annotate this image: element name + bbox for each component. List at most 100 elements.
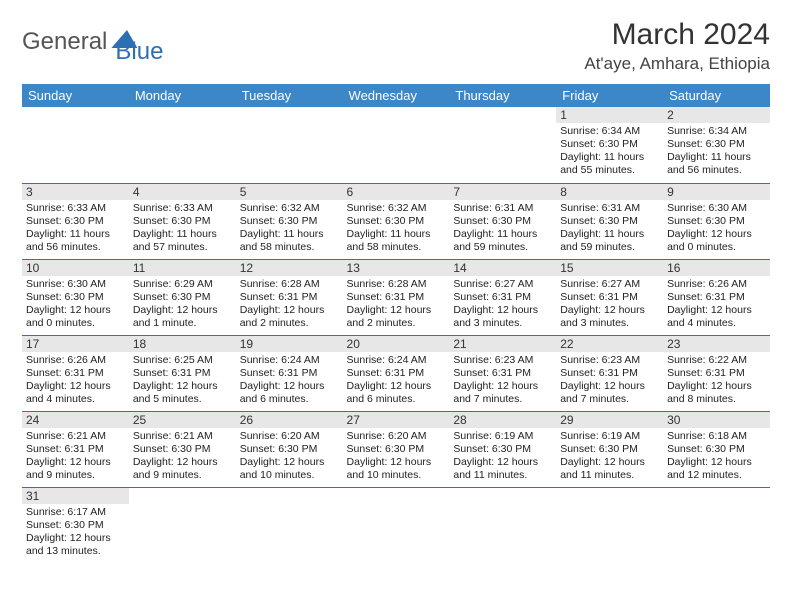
day-number: 24: [22, 412, 129, 428]
sunrise-text: Sunrise: 6:24 AM: [240, 354, 339, 367]
day-number: 8: [556, 184, 663, 200]
day-number: 29: [556, 412, 663, 428]
sunset-text: Sunset: 6:30 PM: [667, 138, 766, 151]
day-details: Sunrise: 6:26 AMSunset: 6:31 PMDaylight:…: [22, 352, 129, 411]
daylight-text: Daylight: 11 hours and 59 minutes.: [560, 228, 659, 254]
day-number: 30: [663, 412, 770, 428]
weekday-header: Thursday: [449, 84, 556, 107]
calendar-cell-empty: [236, 487, 343, 563]
day-number: 2: [663, 107, 770, 123]
calendar-cell: 19Sunrise: 6:24 AMSunset: 6:31 PMDayligh…: [236, 335, 343, 411]
sunrise-text: Sunrise: 6:26 AM: [26, 354, 125, 367]
sunset-text: Sunset: 6:31 PM: [240, 291, 339, 304]
daylight-text: Daylight: 12 hours and 3 minutes.: [453, 304, 552, 330]
sunrise-text: Sunrise: 6:20 AM: [347, 430, 446, 443]
sunrise-text: Sunrise: 6:22 AM: [667, 354, 766, 367]
weekday-header: Saturday: [663, 84, 770, 107]
sunset-text: Sunset: 6:30 PM: [240, 443, 339, 456]
calendar-cell: 17Sunrise: 6:26 AMSunset: 6:31 PMDayligh…: [22, 335, 129, 411]
sunrise-text: Sunrise: 6:26 AM: [667, 278, 766, 291]
calendar-cell: 14Sunrise: 6:27 AMSunset: 6:31 PMDayligh…: [449, 259, 556, 335]
calendar-row: 3Sunrise: 6:33 AMSunset: 6:30 PMDaylight…: [22, 183, 770, 259]
day-number: 5: [236, 184, 343, 200]
sunset-text: Sunset: 6:31 PM: [26, 367, 125, 380]
day-number: 15: [556, 260, 663, 276]
day-details: Sunrise: 6:28 AMSunset: 6:31 PMDaylight:…: [236, 276, 343, 335]
day-details: Sunrise: 6:18 AMSunset: 6:30 PMDaylight:…: [663, 428, 770, 487]
day-details: Sunrise: 6:29 AMSunset: 6:30 PMDaylight:…: [129, 276, 236, 335]
calendar-cell: 11Sunrise: 6:29 AMSunset: 6:30 PMDayligh…: [129, 259, 236, 335]
daylight-text: Daylight: 11 hours and 59 minutes.: [453, 228, 552, 254]
daylight-text: Daylight: 11 hours and 58 minutes.: [347, 228, 446, 254]
sunset-text: Sunset: 6:31 PM: [347, 291, 446, 304]
sunset-text: Sunset: 6:30 PM: [453, 215, 552, 228]
sunset-text: Sunset: 6:31 PM: [560, 367, 659, 380]
daylight-text: Daylight: 12 hours and 5 minutes.: [133, 380, 232, 406]
sunset-text: Sunset: 6:30 PM: [26, 291, 125, 304]
sunset-text: Sunset: 6:31 PM: [26, 443, 125, 456]
day-number: 3: [22, 184, 129, 200]
calendar-cell: 13Sunrise: 6:28 AMSunset: 6:31 PMDayligh…: [343, 259, 450, 335]
day-details: Sunrise: 6:23 AMSunset: 6:31 PMDaylight:…: [556, 352, 663, 411]
calendar-cell: 5Sunrise: 6:32 AMSunset: 6:30 PMDaylight…: [236, 183, 343, 259]
calendar-cell: 9Sunrise: 6:30 AMSunset: 6:30 PMDaylight…: [663, 183, 770, 259]
day-details: Sunrise: 6:34 AMSunset: 6:30 PMDaylight:…: [556, 123, 663, 182]
calendar-row: 24Sunrise: 6:21 AMSunset: 6:31 PMDayligh…: [22, 411, 770, 487]
calendar-cell: 8Sunrise: 6:31 AMSunset: 6:30 PMDaylight…: [556, 183, 663, 259]
sunrise-text: Sunrise: 6:32 AM: [347, 202, 446, 215]
daylight-text: Daylight: 12 hours and 6 minutes.: [347, 380, 446, 406]
sunset-text: Sunset: 6:30 PM: [133, 291, 232, 304]
sunrise-text: Sunrise: 6:31 AM: [560, 202, 659, 215]
daylight-text: Daylight: 12 hours and 9 minutes.: [26, 456, 125, 482]
calendar-cell: 1Sunrise: 6:34 AMSunset: 6:30 PMDaylight…: [556, 107, 663, 183]
sunset-text: Sunset: 6:30 PM: [453, 443, 552, 456]
sunrise-text: Sunrise: 6:24 AM: [347, 354, 446, 367]
sunrise-text: Sunrise: 6:32 AM: [240, 202, 339, 215]
sunrise-text: Sunrise: 6:34 AM: [667, 125, 766, 138]
day-details: Sunrise: 6:26 AMSunset: 6:31 PMDaylight:…: [663, 276, 770, 335]
daylight-text: Daylight: 12 hours and 4 minutes.: [26, 380, 125, 406]
sunset-text: Sunset: 6:31 PM: [453, 291, 552, 304]
calendar-row: 10Sunrise: 6:30 AMSunset: 6:30 PMDayligh…: [22, 259, 770, 335]
sunrise-text: Sunrise: 6:23 AM: [560, 354, 659, 367]
sunset-text: Sunset: 6:30 PM: [667, 443, 766, 456]
sunset-text: Sunset: 6:30 PM: [560, 138, 659, 151]
sunrise-text: Sunrise: 6:28 AM: [347, 278, 446, 291]
day-number: 6: [343, 184, 450, 200]
weekday-header: Tuesday: [236, 84, 343, 107]
calendar-cell-empty: [129, 107, 236, 183]
daylight-text: Daylight: 12 hours and 10 minutes.: [240, 456, 339, 482]
daylight-text: Daylight: 12 hours and 3 minutes.: [560, 304, 659, 330]
day-details: Sunrise: 6:27 AMSunset: 6:31 PMDaylight:…: [449, 276, 556, 335]
sunrise-text: Sunrise: 6:33 AM: [26, 202, 125, 215]
daylight-text: Daylight: 12 hours and 8 minutes.: [667, 380, 766, 406]
weekday-header: Monday: [129, 84, 236, 107]
calendar-cell: 29Sunrise: 6:19 AMSunset: 6:30 PMDayligh…: [556, 411, 663, 487]
day-number: 21: [449, 336, 556, 352]
daylight-text: Daylight: 12 hours and 0 minutes.: [26, 304, 125, 330]
day-number: 31: [22, 488, 129, 504]
calendar-cell: 15Sunrise: 6:27 AMSunset: 6:31 PMDayligh…: [556, 259, 663, 335]
sunrise-text: Sunrise: 6:17 AM: [26, 506, 125, 519]
day-number: 18: [129, 336, 236, 352]
sunset-text: Sunset: 6:31 PM: [667, 291, 766, 304]
sunrise-text: Sunrise: 6:25 AM: [133, 354, 232, 367]
calendar-cell: 23Sunrise: 6:22 AMSunset: 6:31 PMDayligh…: [663, 335, 770, 411]
daylight-text: Daylight: 12 hours and 2 minutes.: [240, 304, 339, 330]
day-details: Sunrise: 6:24 AMSunset: 6:31 PMDaylight:…: [236, 352, 343, 411]
calendar-cell: 2Sunrise: 6:34 AMSunset: 6:30 PMDaylight…: [663, 107, 770, 183]
calendar-cell: 30Sunrise: 6:18 AMSunset: 6:30 PMDayligh…: [663, 411, 770, 487]
calendar-cell: 10Sunrise: 6:30 AMSunset: 6:30 PMDayligh…: [22, 259, 129, 335]
day-details: Sunrise: 6:34 AMSunset: 6:30 PMDaylight:…: [663, 123, 770, 182]
day-number: 7: [449, 184, 556, 200]
sunset-text: Sunset: 6:30 PM: [26, 215, 125, 228]
day-number: 13: [343, 260, 450, 276]
daylight-text: Daylight: 12 hours and 1 minute.: [133, 304, 232, 330]
daylight-text: Daylight: 12 hours and 0 minutes.: [667, 228, 766, 254]
sunset-text: Sunset: 6:30 PM: [240, 215, 339, 228]
sunset-text: Sunset: 6:31 PM: [240, 367, 339, 380]
daylight-text: Daylight: 11 hours and 56 minutes.: [667, 151, 766, 177]
day-details: Sunrise: 6:20 AMSunset: 6:30 PMDaylight:…: [343, 428, 450, 487]
day-number: 25: [129, 412, 236, 428]
day-details: Sunrise: 6:25 AMSunset: 6:31 PMDaylight:…: [129, 352, 236, 411]
